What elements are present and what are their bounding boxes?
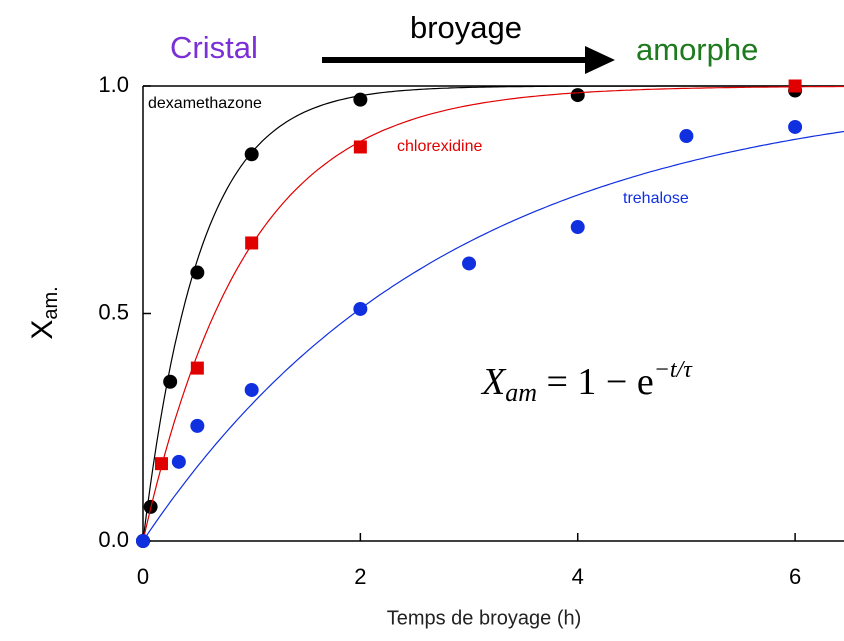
point — [190, 361, 204, 375]
equation: Xam = 1 − e−t/τ — [480, 357, 693, 407]
eq-lhs: X — [480, 361, 507, 403]
fit-curve — [142, 85, 844, 542]
point — [190, 418, 205, 433]
point — [244, 147, 259, 162]
header-right: amorphe — [636, 32, 758, 67]
point — [353, 92, 368, 107]
series-label: chlorexidine — [397, 138, 482, 155]
x-tick-label: 4 — [572, 564, 584, 589]
arrow-head — [585, 46, 615, 74]
point — [136, 534, 150, 548]
series-label: dexamethazone — [148, 95, 262, 112]
fit-curve — [142, 130, 844, 542]
x-tick-label: 0 — [137, 564, 149, 589]
fit-curve — [142, 85, 844, 542]
point — [462, 256, 477, 271]
y-tick-label: 1.0 — [98, 72, 129, 97]
y-tick-label: 0.5 — [98, 299, 129, 324]
point — [163, 374, 178, 389]
eq-exp: −t/τ — [654, 357, 694, 383]
point — [154, 457, 168, 471]
point — [570, 88, 585, 103]
point — [788, 79, 802, 93]
y-label-main: X — [26, 320, 59, 340]
x-tick-label: 2 — [354, 564, 366, 589]
point — [788, 119, 803, 134]
point — [353, 301, 368, 316]
y-label-sub: am. — [40, 286, 62, 319]
header-left: Cristal — [170, 30, 258, 65]
header-arrow-label: broyage — [410, 10, 522, 45]
x-tick-label: 6 — [789, 564, 801, 589]
point — [679, 129, 694, 144]
point — [171, 454, 186, 469]
point — [245, 236, 259, 250]
series-label: trehalose — [623, 190, 689, 207]
point — [244, 382, 259, 397]
point — [190, 265, 205, 280]
point — [353, 140, 367, 154]
y-axis-label: Xam. — [26, 286, 62, 339]
eq-rhs: = 1 − e — [537, 361, 654, 403]
x-axis-label: Temps de broyage (h) — [387, 607, 582, 629]
point — [570, 220, 585, 235]
y-tick-label: 0.0 — [98, 527, 129, 552]
eq-sub: am — [505, 378, 537, 407]
